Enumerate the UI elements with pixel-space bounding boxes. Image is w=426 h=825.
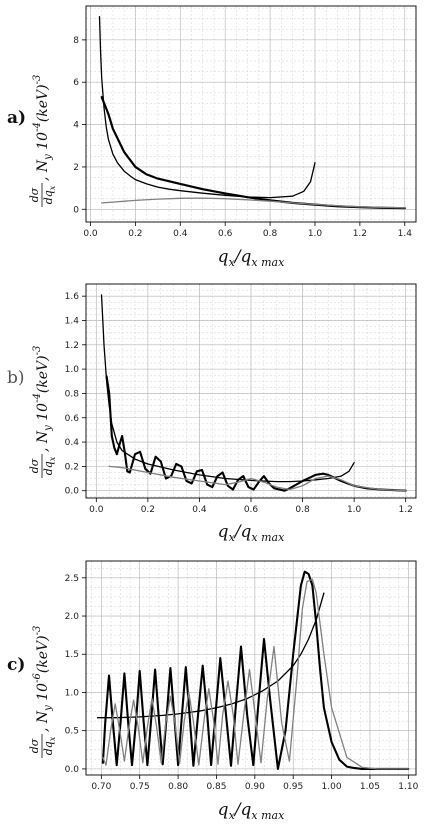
plot-frame [85, 560, 417, 776]
x-tick-label: 0.0 [89, 505, 104, 515]
series-line-2 [105, 375, 407, 492]
y-tick-label: 1.2 [65, 341, 79, 351]
y-tick-label: 1.6 [65, 292, 80, 302]
x-tick-label: 1.0 [308, 229, 323, 239]
x-tick-label: 1.2 [353, 229, 367, 239]
series-line-1 [98, 15, 316, 199]
x-tick-label: 1.05 [360, 782, 380, 792]
x-tick-label: 0.75 [130, 782, 150, 792]
x-tick-label: 1.2 [399, 505, 413, 515]
y-tick-label: 6 [73, 78, 79, 88]
y-tick-label: 1.4 [65, 316, 80, 326]
x-tick-label: 0.0 [83, 229, 98, 239]
y-tick-label: 0.6 [65, 414, 80, 424]
y-tick-label: 0.2 [65, 462, 79, 472]
series-line-3 [101, 197, 406, 209]
x-tick-label: 1.00 [322, 782, 342, 792]
y-tick-label: 0.8 [65, 389, 80, 399]
y-axis-label: dσ dqx , Ny 10-6(keV)-3 [28, 626, 57, 758]
x-tick-label: 1.0 [347, 505, 362, 515]
y-tick-label: 1.0 [65, 365, 80, 375]
x-tick-label: 0.90 [245, 782, 265, 792]
panel-label: c) [7, 655, 25, 675]
y-axis-label: dσ dqx , Ny 10-4(keV)-3 [28, 346, 57, 478]
panel-label: b) [7, 368, 25, 388]
plot-frame [85, 283, 417, 499]
y-tick-label: 1.0 [65, 688, 80, 698]
series-line-1 [100, 294, 355, 483]
y-label-fraction-denominator: dqx [42, 185, 57, 204]
series-line-2 [101, 570, 410, 770]
y-tick-label: 0.4 [65, 438, 80, 448]
chart-panel-2: 0.0 0.2 0.4 0.6 0.8 1.0 1.2 0.0 0.2 0.4 0.6 0.8 1.0 1… [7, 283, 417, 544]
x-tick-label: 1.10 [398, 782, 418, 792]
x-tick-label: 0.6 [244, 505, 259, 515]
y-label-fraction-denominator: dqx [42, 736, 57, 755]
x-tick-label: 0.4 [173, 229, 188, 239]
y-tick-label: 2 [73, 163, 79, 173]
chart-panel-1: 0.0 0.2 0.4 0.6 0.8 1.0 1.2 1.4 0 2 4 6 8 a) qx/qx max… [7, 5, 417, 269]
x-tick-label: 0.4 [192, 505, 207, 515]
chart-panel-3: 0.70 0.75 0.80 0.85 0.90 0.95 1.00 1.05 1.10 0.0 0… [7, 560, 419, 822]
y-label-fraction-numerator: dσ [28, 738, 41, 753]
y-label-fraction-denominator: dqx [42, 456, 57, 475]
y-tick-label: 0 [73, 205, 79, 215]
x-axis-label: qx/qx max [218, 247, 285, 269]
panel-label: a) [7, 108, 26, 128]
x-tick-label: 0.2 [141, 505, 155, 515]
series-line-3 [108, 465, 407, 492]
x-axis-label: qx/qx max [218, 800, 285, 822]
y-tick-label: 2.5 [65, 574, 79, 584]
y-tick-label: 2.0 [65, 612, 80, 622]
y-label-text: , Ny 10-4(keV)-3 [32, 75, 54, 181]
series-line-3 [102, 578, 409, 770]
y-axis-label: dσ dqx , Ny 10-4(keV)-3 [28, 75, 57, 207]
y-tick-label: 4 [73, 121, 79, 131]
y-tick-label: 0.5 [65, 727, 79, 737]
plot-frame [85, 5, 417, 223]
x-tick-label: 0.8 [263, 229, 278, 239]
y-label-text: , Ny 10-4(keV)-3 [32, 346, 54, 452]
x-tick-label: 0.6 [218, 229, 233, 239]
x-tick-label: 0.95 [283, 782, 303, 792]
y-label-fraction-numerator: dσ [28, 458, 41, 473]
y-tick-label: 1.5 [65, 650, 79, 660]
y-tick-label: 0.0 [65, 487, 80, 497]
x-tick-label: 0.70 [91, 782, 111, 792]
y-label-text: , Ny 10-6(keV)-3 [32, 626, 54, 732]
y-tick-label: 8 [73, 36, 79, 46]
x-tick-label: 0.2 [128, 229, 142, 239]
x-tick-label: 0.80 [168, 782, 188, 792]
x-tick-label: 0.85 [206, 782, 226, 792]
y-tick-label: 0.0 [65, 765, 80, 775]
x-tick-label: 0.8 [295, 505, 310, 515]
y-label-fraction-numerator: dσ [28, 187, 41, 202]
x-tick-label: 1.4 [398, 229, 413, 239]
x-axis-label: qx/qx max [218, 522, 285, 544]
